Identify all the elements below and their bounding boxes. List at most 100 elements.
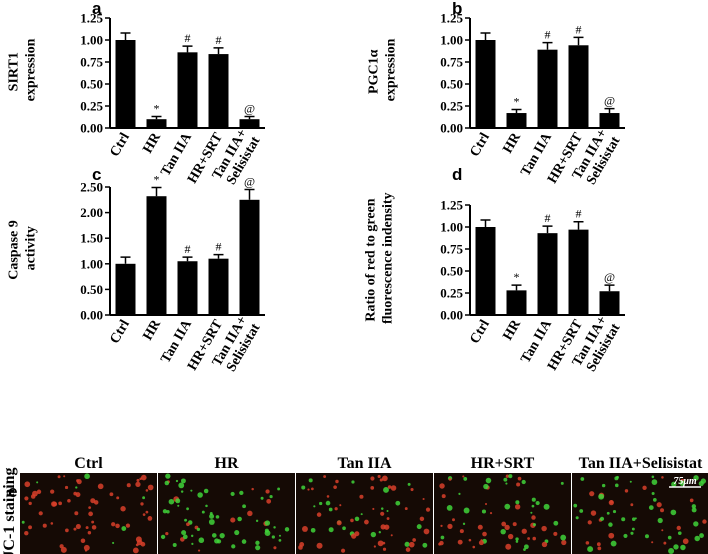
error-bar [182, 256, 193, 262]
error-bar [120, 32, 131, 40]
annotation: * [154, 102, 160, 116]
cell [651, 479, 658, 485]
bar [177, 52, 198, 128]
cell [211, 533, 217, 538]
cell [702, 519, 707, 524]
cell [38, 511, 43, 516]
cell [28, 501, 32, 506]
cell [64, 485, 69, 490]
cell [447, 523, 453, 529]
cell [446, 505, 453, 511]
cell [512, 522, 517, 527]
cell [351, 480, 355, 484]
cell [682, 538, 689, 545]
cell [201, 510, 205, 514]
cell [531, 504, 535, 508]
y-tick-label: 0.00 [80, 121, 103, 136]
cell [463, 507, 470, 514]
cell [140, 474, 147, 481]
cell [65, 528, 69, 533]
cell [278, 538, 282, 542]
cell [265, 489, 270, 494]
cell [284, 527, 290, 532]
cell [80, 538, 86, 543]
column-label: HR [215, 455, 239, 472]
cell [21, 520, 25, 524]
cell [541, 541, 548, 548]
cell [51, 501, 57, 507]
cell [340, 548, 346, 553]
cell [599, 516, 605, 521]
cell [24, 496, 29, 501]
cell [610, 540, 617, 547]
cell [242, 504, 246, 509]
cell [24, 530, 29, 536]
cell [485, 477, 492, 484]
cell [691, 507, 697, 513]
error-bar [213, 253, 224, 259]
cell [661, 476, 664, 479]
error-bar [542, 41, 553, 50]
cell [145, 489, 149, 492]
cell [614, 483, 619, 488]
y-tick-label: 1.00 [440, 220, 463, 235]
cell [73, 491, 77, 496]
cell [313, 505, 316, 508]
column-label: Tan IIA [337, 455, 392, 472]
cell [323, 475, 327, 478]
y-axis-label: Caspase 9 activity [7, 220, 39, 280]
annotation: @ [604, 270, 615, 284]
cell [651, 475, 655, 479]
cell [326, 495, 330, 498]
y-tick-label: 0.50 [440, 77, 463, 92]
cell [308, 478, 313, 483]
cell [177, 504, 180, 507]
cell [135, 543, 139, 547]
cell [359, 494, 364, 499]
cell [553, 531, 558, 536]
cell [175, 498, 181, 504]
error-bar [573, 220, 584, 230]
cell [587, 520, 592, 525]
cell [88, 511, 94, 517]
cell [230, 491, 235, 497]
micrograph [434, 473, 571, 554]
cell [136, 478, 140, 482]
cell [126, 483, 131, 488]
cell [597, 546, 602, 551]
cell [642, 485, 647, 490]
cell [560, 534, 567, 541]
cell [125, 523, 131, 528]
cell [671, 481, 677, 487]
cell [612, 509, 617, 514]
cell [58, 501, 62, 506]
cell [657, 517, 663, 524]
cell [440, 524, 443, 527]
cell [230, 517, 236, 523]
cell [116, 496, 120, 500]
cell [319, 501, 323, 506]
cell [439, 483, 445, 489]
cell [670, 509, 677, 516]
cell [325, 500, 331, 506]
cell [462, 475, 465, 478]
cell [598, 493, 605, 500]
y-tick-label: 0.50 [440, 264, 463, 279]
cell [452, 518, 455, 522]
cell [377, 474, 381, 479]
bar [506, 290, 527, 315]
error-bar [542, 225, 553, 234]
cell [585, 541, 590, 545]
error-bar [120, 256, 131, 264]
cell [416, 524, 422, 530]
cell [307, 488, 310, 491]
x-tick-label: Ctrl [468, 317, 493, 346]
y-tick-label: 1.25 [440, 11, 463, 26]
cell [689, 498, 694, 503]
cell [532, 523, 537, 527]
cell [517, 476, 522, 481]
cell [140, 541, 146, 547]
bar [537, 49, 558, 128]
cell [387, 485, 392, 489]
y-tick-label: 1.25 [80, 11, 103, 26]
